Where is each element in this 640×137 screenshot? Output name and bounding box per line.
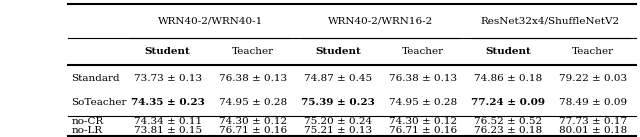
Text: Student: Student <box>315 47 361 56</box>
Text: 74.30 ± 0.12: 74.30 ± 0.12 <box>219 117 287 126</box>
Text: 76.71 ± 0.16: 76.71 ± 0.16 <box>389 126 457 135</box>
Text: SoTeacher: SoTeacher <box>71 98 127 107</box>
Text: 77.24 ± 0.09: 77.24 ± 0.09 <box>471 98 545 107</box>
Text: 73.73 ± 0.13: 73.73 ± 0.13 <box>134 74 202 83</box>
Text: 80.01 ± 0.18: 80.01 ± 0.18 <box>559 126 627 135</box>
Text: 76.23 ± 0.18: 76.23 ± 0.18 <box>474 126 542 135</box>
Text: no-CR: no-CR <box>71 117 104 126</box>
Text: 74.86 ± 0.18: 74.86 ± 0.18 <box>474 74 542 83</box>
Text: 78.49 ± 0.09: 78.49 ± 0.09 <box>559 98 627 107</box>
Text: 76.38 ± 0.13: 76.38 ± 0.13 <box>219 74 287 83</box>
Text: 76.52 ± 0.52: 76.52 ± 0.52 <box>474 117 542 126</box>
Text: 79.22 ± 0.03: 79.22 ± 0.03 <box>559 74 627 83</box>
Text: Teacher: Teacher <box>572 47 614 56</box>
Text: 74.34 ± 0.11: 74.34 ± 0.11 <box>134 117 202 126</box>
Text: 76.71 ± 0.16: 76.71 ± 0.16 <box>219 126 287 135</box>
Text: WRN40-2/WRN40-1: WRN40-2/WRN40-1 <box>157 17 263 26</box>
Text: ResNet32x4/ShuffleNetV2: ResNet32x4/ShuffleNetV2 <box>481 17 620 26</box>
Text: 74.87 ± 0.45: 74.87 ± 0.45 <box>304 74 372 83</box>
Text: Standard: Standard <box>71 74 120 83</box>
Text: 73.81 ± 0.15: 73.81 ± 0.15 <box>134 126 202 135</box>
Text: 77.73 ± 0.17: 77.73 ± 0.17 <box>559 117 627 126</box>
Text: Student: Student <box>145 47 191 56</box>
Text: 75.39 ± 0.23: 75.39 ± 0.23 <box>301 98 374 107</box>
Text: Teacher: Teacher <box>402 47 444 56</box>
Text: Student: Student <box>485 47 531 56</box>
Text: no-LR: no-LR <box>71 126 102 135</box>
Text: 74.95 ± 0.28: 74.95 ± 0.28 <box>219 98 287 107</box>
Text: 74.35 ± 0.23: 74.35 ± 0.23 <box>131 98 204 107</box>
Text: WRN40-2/WRN16-2: WRN40-2/WRN16-2 <box>328 17 433 26</box>
Text: 74.30 ± 0.12: 74.30 ± 0.12 <box>389 117 457 126</box>
Text: 74.95 ± 0.28: 74.95 ± 0.28 <box>389 98 457 107</box>
Text: 75.21 ± 0.13: 75.21 ± 0.13 <box>304 126 372 135</box>
Text: 76.38 ± 0.13: 76.38 ± 0.13 <box>389 74 457 83</box>
Text: 75.20 ± 0.24: 75.20 ± 0.24 <box>304 117 372 126</box>
Text: Teacher: Teacher <box>232 47 274 56</box>
